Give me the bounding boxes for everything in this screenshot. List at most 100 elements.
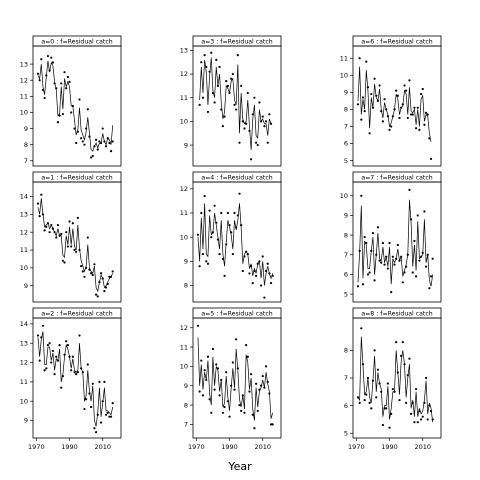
data-point	[263, 386, 266, 389]
data-point	[96, 413, 99, 416]
data-point	[363, 110, 366, 113]
data-point	[99, 272, 103, 275]
data-point	[258, 101, 261, 104]
data-point	[383, 263, 386, 266]
y-tick-label: 9	[344, 89, 348, 97]
panel: a=3 : f=Residual catch 9 10 11 12 13	[180, 35, 282, 167]
data-point	[405, 89, 408, 92]
data-point	[428, 404, 431, 407]
data-point	[356, 103, 360, 106]
data-point	[91, 382, 94, 385]
data-point	[201, 252, 205, 256]
data-point	[410, 113, 413, 116]
data-point	[254, 274, 258, 277]
data-point	[43, 229, 46, 232]
y-tick-label: 8	[344, 106, 348, 114]
data-point	[383, 407, 386, 410]
data-point	[41, 324, 45, 327]
data-point	[228, 223, 231, 227]
data-point	[60, 386, 63, 389]
data-point	[206, 110, 210, 114]
y-tick-label: 11	[20, 378, 28, 386]
data-point	[108, 141, 111, 145]
data-point	[390, 412, 393, 415]
panel-frame	[352, 181, 442, 303]
data-point	[53, 231, 56, 234]
data-point	[246, 252, 249, 256]
data-point	[388, 426, 391, 429]
data-point	[63, 353, 66, 356]
data-point	[428, 287, 431, 290]
data-point	[41, 213, 45, 216]
data-point	[71, 355, 74, 358]
panel: a=6 : f=Residual catch 5 6 7 8 9 10 11	[340, 35, 442, 167]
y-tick-label: 13	[20, 211, 28, 219]
data-point	[68, 220, 71, 223]
data-point	[401, 341, 404, 344]
data-point	[58, 114, 61, 117]
data-point	[198, 390, 201, 393]
data-point	[254, 382, 258, 385]
data-point	[365, 60, 368, 63]
data-point	[401, 281, 404, 284]
data-point	[220, 108, 223, 111]
y-tick-label: 8	[184, 282, 188, 290]
data-point	[386, 382, 389, 385]
data-point	[414, 387, 418, 391]
data-point	[66, 245, 69, 248]
data-point	[408, 79, 411, 82]
data-point	[196, 233, 200, 236]
data-point	[56, 359, 60, 362]
data-point	[421, 87, 424, 91]
data-point	[266, 380, 269, 383]
data-point	[424, 376, 428, 380]
data-point	[375, 396, 378, 399]
data-point	[426, 418, 429, 421]
x-tick-label: 1990	[381, 443, 398, 451]
data-point	[73, 248, 76, 252]
data-point	[218, 394, 221, 397]
data-point	[73, 371, 76, 374]
data-point	[38, 215, 41, 218]
fitted-line	[199, 57, 272, 150]
data-point	[210, 411, 213, 414]
data-point	[395, 257, 398, 260]
data-point	[236, 54, 239, 57]
data-point	[373, 349, 376, 352]
data-point	[45, 367, 48, 370]
data-point	[106, 411, 109, 414]
data-point	[269, 281, 273, 285]
data-point	[228, 91, 231, 95]
data-point	[263, 296, 266, 299]
data-point	[385, 407, 388, 410]
data-point	[230, 231, 233, 234]
data-point	[358, 249, 361, 252]
data-point	[94, 293, 98, 296]
data-point	[366, 86, 370, 89]
data-point	[111, 140, 114, 143]
data-point	[88, 392, 91, 395]
panel: a=1 : f=Residual catch 9 10 11 12 13 14	[20, 171, 122, 303]
data-point	[406, 116, 409, 120]
panel: a=7 : f=Residual catch 5 6 7 8 9 10	[340, 171, 442, 303]
data-point	[88, 135, 91, 138]
data-point	[383, 98, 386, 101]
data-point	[414, 275, 418, 278]
data-point	[208, 209, 211, 212]
data-point	[104, 286, 108, 289]
data-point	[378, 259, 381, 262]
data-point	[243, 127, 246, 130]
data-point	[398, 399, 401, 402]
data-point	[258, 260, 261, 263]
data-point	[253, 269, 256, 273]
data-point	[198, 103, 201, 106]
data-point	[356, 285, 360, 288]
panel-frame	[192, 181, 282, 303]
data-point	[428, 137, 431, 140]
y-tick-label: 7	[344, 374, 348, 382]
data-point	[63, 71, 66, 74]
data-point	[416, 106, 419, 109]
data-point	[396, 94, 399, 97]
data-point	[225, 371, 228, 374]
data-point	[385, 255, 388, 258]
